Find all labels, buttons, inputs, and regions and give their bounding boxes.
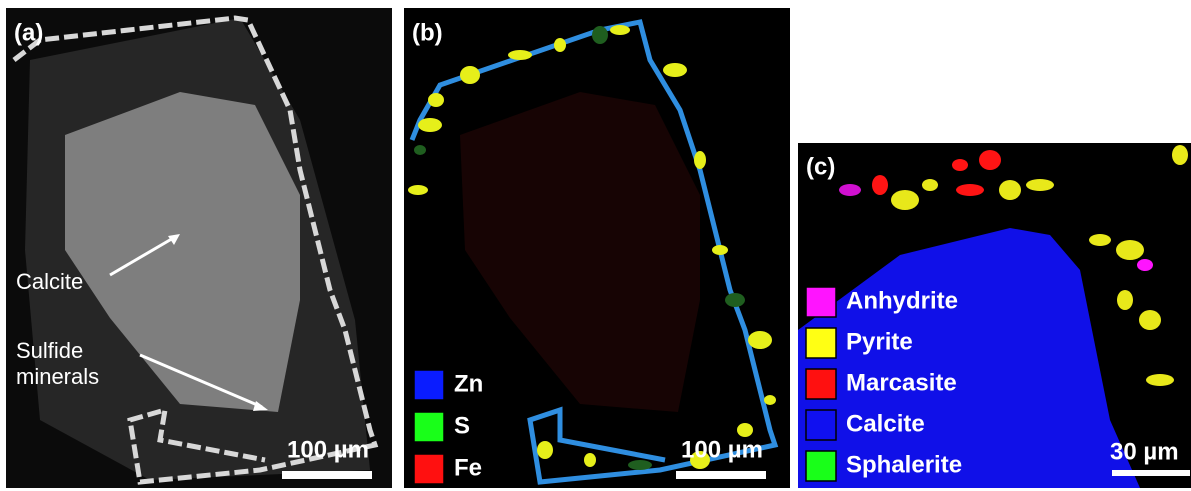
panel-label: (a) (14, 19, 43, 46)
legend-label: Zn (454, 370, 483, 397)
blob (748, 331, 772, 349)
blob (1146, 374, 1174, 386)
scale-bar (282, 471, 372, 479)
blob (764, 395, 776, 405)
blob (1139, 310, 1161, 330)
annotation: minerals (16, 364, 99, 389)
blob (872, 175, 888, 195)
blob (460, 66, 480, 84)
blob (610, 25, 630, 35)
scale-bar (676, 471, 766, 479)
annotation: Calcite (16, 269, 83, 294)
scale-bar-label: 100 µm (287, 436, 369, 463)
legend-swatch (414, 412, 444, 442)
annotation: Sulfide (16, 338, 83, 363)
blob (956, 184, 984, 196)
legend-label: Marcasite (846, 369, 957, 396)
blob (1089, 234, 1111, 246)
blob (418, 118, 442, 132)
legend-swatch (806, 451, 836, 481)
panel-b: (b) Zn S Fe 100 µm (404, 8, 790, 488)
blob (554, 38, 566, 52)
blob (1026, 179, 1054, 191)
blob (628, 460, 652, 470)
scale-bar (1112, 470, 1190, 476)
legend-swatch (414, 454, 444, 484)
legend-label: Calcite (846, 410, 925, 437)
blob (952, 159, 968, 171)
blob (1117, 290, 1133, 310)
blob (1116, 240, 1144, 260)
scale-bar-label: 30 µm (1110, 438, 1179, 465)
blob (537, 441, 553, 459)
legend-label: Anhydrite (846, 287, 958, 314)
blob (428, 93, 444, 107)
blob (414, 145, 426, 155)
legend-label: S (454, 412, 470, 439)
panel-label: (c) (806, 153, 835, 180)
blob (979, 150, 1001, 170)
legend-label: Pyrite (846, 328, 913, 355)
panel-a: (a) Calcite Sulfide minerals 100 µm (6, 8, 392, 488)
blob (694, 151, 706, 169)
scale-bar-label: 100 µm (681, 436, 763, 463)
legend-swatch (806, 410, 836, 440)
blob (737, 423, 753, 437)
blob (999, 180, 1021, 200)
panel-label: (b) (412, 19, 443, 46)
blob (584, 453, 596, 467)
legend-label: Sphalerite (846, 451, 962, 478)
blob (592, 26, 608, 44)
legend-label: Fe (454, 454, 482, 481)
panel-c: (c) Anhydrite Pyrite Marcasite Calcite Sphal… (798, 143, 1191, 488)
legend-swatch (414, 370, 444, 400)
blob (725, 293, 745, 307)
blob (663, 63, 687, 77)
legend-swatch (806, 328, 836, 358)
blob (712, 245, 728, 255)
page: (a) Calcite Sulfide minerals 100 µm (b) … (0, 0, 1191, 491)
blob (839, 184, 861, 196)
blob (508, 50, 532, 60)
blob (408, 185, 428, 195)
blob (891, 190, 919, 210)
blob (1172, 145, 1188, 165)
legend-swatch (806, 369, 836, 399)
legend-swatch (806, 287, 836, 317)
blob (922, 179, 938, 191)
figure: (a) Calcite Sulfide minerals 100 µm (b) … (0, 0, 1191, 491)
blob (1137, 259, 1153, 271)
